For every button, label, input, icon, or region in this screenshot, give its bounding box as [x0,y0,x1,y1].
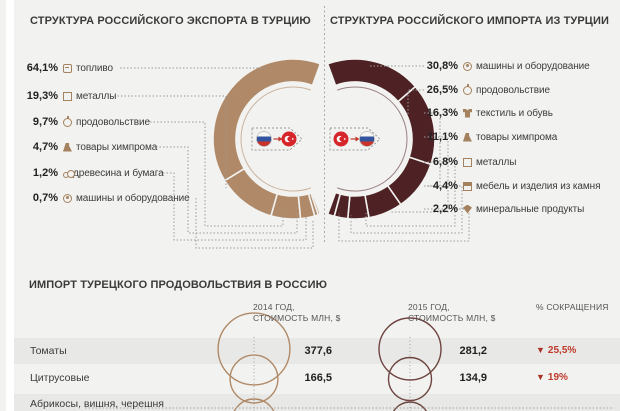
legend-percent: 19,3% [26,90,58,102]
legend-item: 30,8% машины и оборудование [398,59,590,73]
legend-percent: 2,2% [432,203,458,215]
value-2014: 377,6 [304,345,332,357]
legend-label: минеральные продукты [476,203,585,215]
column-header-line: 2015 ГОД, [408,302,450,312]
table-row-stripe [10,394,620,411]
fuel-icon [63,63,72,73]
legend-percent: 11,1% [427,131,458,143]
legend-percent: 30,8% [426,60,458,72]
legend-percent: 64,1% [26,62,58,74]
legend-item: 0,7% машины и оборудование [12,191,190,205]
legend-item: 11,1% товары химпрома [398,130,557,144]
decline-cell: ▼ 19% [536,372,568,383]
legend-percent: 6,8% [432,156,458,168]
legend-label: мебель и изделия из камня [476,180,601,192]
legend-item: 2,2% минеральные продукты [398,202,584,216]
legend-percent: 1,2% [32,167,58,179]
food-icon [463,83,472,95]
column-header-line: 2014 ГОД, [253,302,295,312]
legend-percent: 26,5% [426,84,458,96]
table-row-label: Цитрусовые [30,372,90,384]
value-2015: 281,2 [459,345,487,357]
legend-item: 16,3% текстиль и обувь [398,106,553,120]
machinery-icon [463,61,472,71]
food-table-title: ИМПОРТ ТУРЕЦКОГО ПРОДОВОЛЬСТВИЯ В РОССИЮ [29,279,328,291]
legend-item: 26,5% продовольствие [398,83,550,97]
left-margin-strip [6,0,14,411]
legend-percent: 4,7% [32,141,58,153]
export-chart-title: СТРУКТУРА РОССИЙСКОГО ЭКСПОРТА В ТУРЦИЮ [30,15,311,27]
value-2014: 166,5 [304,372,332,384]
food-icon [63,115,72,127]
decline-triangle-icon: ▼ [536,372,545,382]
decline-triangle-icon: ▼ [536,345,545,355]
legend-label: топливо [76,62,113,74]
furniture-icon [463,181,472,191]
legend-label: металлы [76,90,117,102]
decline-percent: 25,5% [547,345,577,356]
legend-item: 4,7% товары химпрома [12,140,157,154]
legend-label: текстиль и обувь [476,107,553,119]
table-row-label: Абрикосы, вишня, черешня [30,398,164,410]
legend-item: 4,4% мебель и изделия из камня [398,179,601,193]
minerals-icon [463,204,472,214]
legend-percent: 0,7% [32,192,58,204]
chemicals-icon [463,132,472,142]
table-row-stripe [10,338,620,364]
column-header-line: СТОИМОСТЬ МЛН, $ [253,313,341,323]
table-row-label: Томаты [30,345,67,357]
metal-icon [63,91,72,101]
legend-percent: 16,3% [426,107,458,119]
value-2015: 134,9 [459,372,487,384]
decline-cell: ▼ 25,5% [536,345,576,356]
column-header-decline: % СОКРАЩЕНИЯ [536,302,609,312]
column-header-2014: 2014 ГОД, СТОИМОСТЬ МЛН, $ [253,302,341,324]
legend-label: машины и оборудование [476,60,590,72]
textile-icon [463,108,472,118]
decline-percent: 19% [547,372,568,383]
legend-item: 19,3% металлы [12,89,117,103]
metal-icon [463,157,472,167]
machinery-icon [63,193,72,203]
legend-item: 6,8% металлы [398,155,516,169]
legend-label: товары химпрома [76,141,158,153]
legend-item: 64,1% топливо [12,61,113,75]
legend-percent: 4,4% [432,180,458,192]
legend-label: продовольствие [76,116,150,128]
legend-label: продовольствие [476,84,550,96]
import-chart-title: СТРУКТУРА РОССИЙСКОГО ИМПОРТА ИЗ ТУРЦИИ [330,15,609,27]
legend-percent: 9,7% [32,116,58,128]
column-header-line: СТОИМОСТЬ МЛН, $ [408,313,496,323]
chemicals-icon [63,142,72,152]
legend-label: металлы [476,156,517,168]
legend-label: древесина и бумага [73,167,164,179]
column-header-2015: 2015 ГОД, СТОИМОСТЬ МЛН, $ [408,302,496,324]
legend-item: 9,7% продовольствие [12,115,150,129]
legend-item: 1,2% древесина и бумага [12,166,164,180]
legend-label: машины и оборудование [76,192,190,204]
wood-icon [63,169,75,178]
legend-label: товары химпрома [476,131,558,143]
